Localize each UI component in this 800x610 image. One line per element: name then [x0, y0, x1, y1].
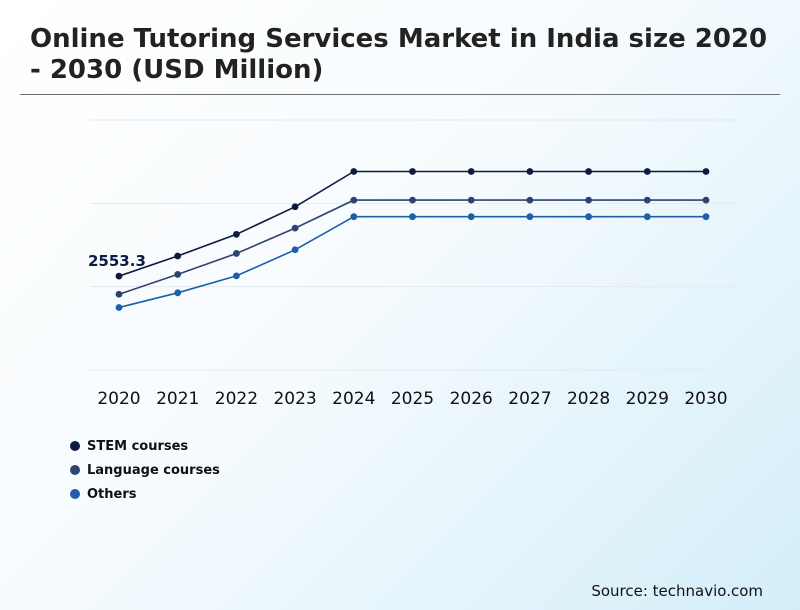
data-point [585, 213, 592, 221]
x-tick-label: 2027 [508, 389, 551, 409]
data-point [526, 168, 534, 175]
chart-title: Online Tutoring Services Market in India… [30, 24, 768, 85]
data-point [409, 213, 416, 221]
data-point [585, 196, 592, 204]
legend-swatch [70, 441, 80, 451]
data-point [526, 196, 534, 204]
x-tick-label: 2024 [332, 389, 375, 409]
x-tick-label: 2021 [156, 389, 199, 409]
data-point [702, 168, 710, 175]
x-tick-label: 2030 [684, 389, 727, 409]
data-point [291, 224, 299, 232]
data-point [585, 168, 592, 175]
data-point [409, 196, 416, 204]
data-point [174, 252, 182, 260]
legend-item: Others [70, 482, 220, 506]
legend-item: Language courses [70, 458, 220, 482]
legend-label: Language courses [87, 462, 220, 478]
data-point [233, 272, 240, 280]
data-point [233, 230, 240, 238]
data-point [467, 213, 475, 221]
x-tick-label: 2022 [215, 389, 258, 409]
data-point [233, 250, 240, 257]
data-point [526, 213, 534, 221]
data-point [174, 289, 182, 297]
source-credit: Source: technavio.com [591, 582, 763, 600]
series-points [115, 168, 710, 311]
data-point [350, 168, 358, 175]
data-point [115, 290, 123, 298]
annotations: 2553.3 [88, 252, 146, 270]
data-point [291, 203, 299, 211]
chart-legend: STEM courses Language courses Others [70, 434, 220, 506]
x-axis-ticks: 2020 2021 2022 2023 2024 2025 2026 2027 2028 2029… [97, 389, 727, 409]
series-line-3 [118, 215, 706, 309]
data-point [702, 196, 710, 204]
data-point [643, 213, 651, 221]
data-point [350, 196, 358, 204]
data-point [291, 246, 299, 254]
legend-label: Others [87, 486, 137, 502]
x-tick-label: 2025 [391, 389, 434, 409]
data-point [467, 168, 475, 175]
series-line-1 [118, 170, 706, 277]
grid-lines [90, 119, 736, 371]
data-point [702, 213, 710, 221]
data-point [350, 213, 358, 221]
data-point [409, 168, 416, 175]
data-point [115, 304, 123, 311]
data-point [174, 271, 182, 278]
data-point [643, 168, 651, 175]
legend-item: STEM courses [70, 434, 220, 458]
x-tick-label: 2020 [97, 389, 140, 409]
data-label: 2553.3 [88, 252, 146, 270]
x-tick-label: 2029 [626, 389, 669, 409]
legend-swatch [70, 489, 80, 499]
x-tick-label: 2028 [567, 389, 610, 409]
data-point [467, 196, 475, 204]
x-tick-label: 2023 [273, 389, 316, 409]
legend-label: STEM courses [87, 438, 189, 454]
data-point [115, 272, 123, 280]
title-divider [20, 94, 780, 95]
data-point [643, 196, 651, 204]
x-tick-label: 2026 [450, 389, 493, 409]
legend-swatch [70, 465, 80, 475]
